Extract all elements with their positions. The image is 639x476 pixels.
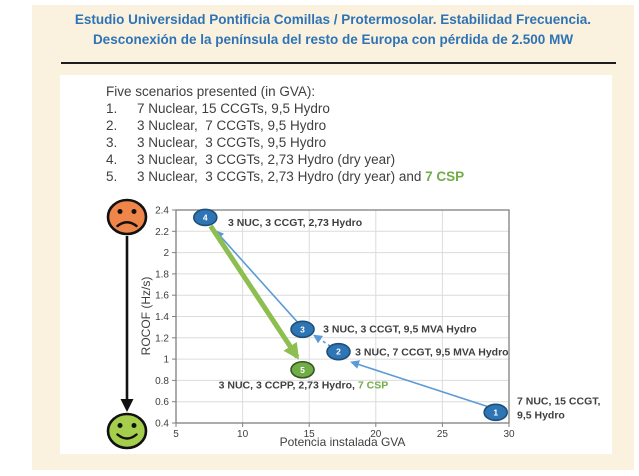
x-tick-label: 10 (237, 429, 249, 440)
x-tick-label: 25 (437, 429, 449, 440)
transition-arrow (350, 360, 490, 408)
point-annotation: 7 NUC, 15 CCGT, (517, 396, 601, 408)
x-tick-label: 30 (503, 429, 515, 440)
y-tick-label: 1.2 (155, 333, 169, 344)
list-item: 3. 3 Nuclear, 3 CCGTs, 9,5 Hydro (106, 134, 464, 151)
mood-scale (106, 198, 148, 450)
point-number: 2 (336, 347, 341, 357)
item-csp-text: 7 CSP (425, 169, 465, 184)
y-tick-label: 1 (163, 355, 169, 366)
y-tick-label: 1.4 (155, 312, 169, 323)
eye (131, 423, 137, 428)
point-marker (326, 342, 351, 361)
worse-to-better-arrowhead (120, 399, 134, 412)
data-point-1: 1 (483, 403, 508, 422)
point-annotation: 9,5 Hydro (517, 410, 565, 422)
y-tick-label: 1.8 (155, 269, 169, 280)
point-marker (290, 320, 315, 339)
point-number: 4 (203, 212, 208, 222)
chart-layer: 5 10 15 20 25 300.40.60.811.21.41.61.822.22.4… (139, 206, 601, 450)
data-point-4: 4 (193, 208, 218, 227)
slide-title-line1: Estudio Universidad Pontificia Comillas … (74, 12, 592, 27)
item-text: 3 Nuclear, 7 CCGTs, 9,5 Hydro (137, 118, 327, 133)
point-annotation: 3 NUC, 7 CCGT, 9,5 MVA Hydro (355, 347, 508, 359)
y-tick-label: 2.2 (155, 227, 169, 238)
item-text: 3 Nuclear, 3 CCGTs, 2,73 Hydro (dry year… (137, 169, 426, 184)
scenario-list-title: Five scenarios presented (in GVA): (106, 84, 316, 99)
y-tick-label: 2 (163, 248, 169, 259)
y-tick-label: 0.6 (155, 397, 169, 408)
item-text: 7 Nuclear, 15 CCGTs, 9,5 Hydro (137, 101, 330, 116)
title-divider (61, 62, 616, 64)
item-number: 3. (106, 135, 118, 150)
data-point-3: 3 (290, 320, 315, 339)
eye (117, 209, 123, 214)
y-tick-label: 0.4 (155, 419, 169, 430)
point-annotation: 3 NUC, 3 CCGT, 2,73 Hydro (228, 217, 362, 229)
x-tick-label: 5 (173, 429, 179, 440)
item-number: 4. (106, 152, 118, 167)
y-tick-label: 2.4 (155, 206, 169, 217)
happy-face (106, 412, 148, 450)
point-marker (290, 360, 315, 379)
y-tick-label: 0.8 (155, 376, 169, 387)
point-number: 3 (300, 324, 305, 334)
sad-face (106, 198, 148, 236)
y-tick-label: 1.6 (155, 291, 169, 302)
point-marker (193, 208, 218, 227)
slide-title: Estudio Universidad Pontificia Comillas … (32, 10, 634, 50)
list-item: 2. 3 Nuclear, 7 CCGTs, 9,5 Hydro (106, 117, 464, 134)
transition-arrow (208, 224, 300, 360)
data-point-5: 5 (290, 360, 315, 379)
point-number: 5 (300, 365, 305, 375)
point-number: 1 (493, 407, 498, 417)
point-annotation: 3 NUC, 3 CCPP, 2,73 Hydro, 7 CSP (219, 380, 389, 392)
slide-title-line2: Desconexión de la península del resto de… (92, 32, 574, 47)
x-tick-label: 20 (370, 429, 382, 440)
point-annotation: 3 NUC, 3 CCGT, 9,5 MVA Hydro (323, 323, 476, 335)
item-text: 3 Nuclear, 3 CCGTs, 2,73 Hydro (dry year… (137, 152, 396, 167)
item-number: 5. (106, 169, 118, 184)
transition-arrow (214, 229, 298, 323)
frown-mouth (116, 221, 138, 228)
y-axis-label: ROCOF (Hz/s) (139, 277, 153, 356)
item-number: 2. (106, 118, 118, 133)
data-point-2: 2 (326, 342, 351, 361)
eye (131, 209, 137, 214)
smile-mouth (116, 433, 138, 440)
content-panel (60, 75, 612, 454)
sad-face-icon (106, 198, 148, 236)
list-item: 5. 3 Nuclear, 3 CCGTs, 2,73 Hydro (dry ye… (106, 168, 464, 185)
happy-face-icon (106, 412, 148, 450)
scenario-list: Five scenarios presented (in GVA): 1. 7 N… (106, 83, 464, 185)
item-number: 1. (106, 101, 118, 116)
x-axis-label: Potencia instalada GVA (280, 435, 406, 449)
list-item: 1. 7 Nuclear, 15 CCGTs, 9,5 Hydro (106, 100, 464, 117)
x-tick-label: 15 (304, 429, 316, 440)
eye (117, 423, 123, 428)
list-item: 4. 3 Nuclear, 3 CCGTs, 2,73 Hydro (dry ye… (106, 151, 464, 168)
item-text: 3 Nuclear, 3 CCGTs, 9,5 Hydro (137, 135, 327, 150)
transition-arrow (313, 334, 331, 347)
point-marker (483, 403, 508, 422)
